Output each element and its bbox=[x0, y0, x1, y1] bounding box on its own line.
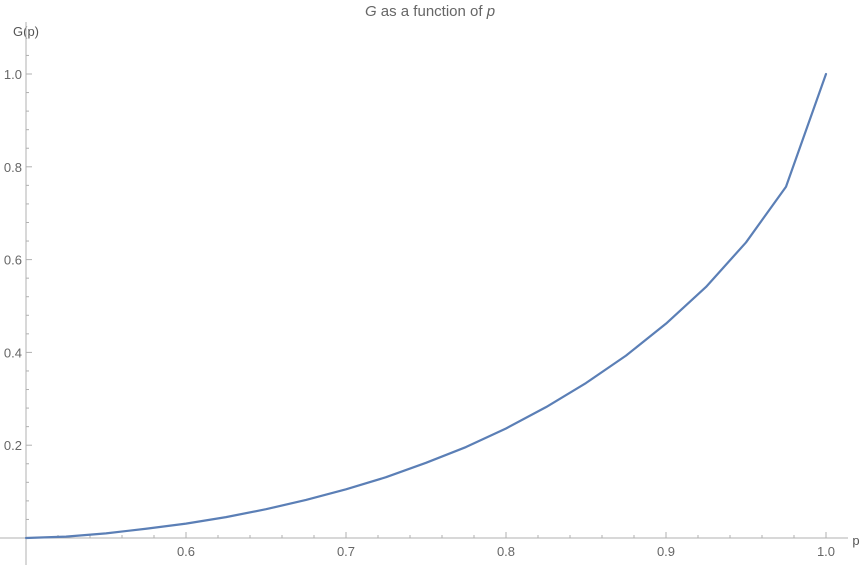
ticks: 0.6 0.7 0.8 0.9 1.0 0.2 0.4 0.6 0.8 1.0 bbox=[4, 54, 835, 559]
chart-title-part: G bbox=[365, 3, 377, 20]
chart-title-part: as a function of bbox=[377, 3, 487, 20]
chart-title-part: p bbox=[486, 3, 495, 20]
axes bbox=[0, 22, 848, 565]
series-line bbox=[24, 72, 828, 540]
y-tick-label: 0.6 bbox=[4, 253, 22, 268]
x-tick-label: 0.8 bbox=[497, 544, 515, 559]
x-tick-label: 0.7 bbox=[337, 544, 355, 559]
y-tick-label: 0.4 bbox=[4, 345, 22, 360]
y-tick-label: 0.2 bbox=[4, 438, 22, 453]
y-tick-label: 0.8 bbox=[4, 160, 22, 175]
x-tick-label: 1.0 bbox=[817, 544, 835, 559]
chart-title: G as a function of p bbox=[365, 3, 495, 20]
x-tick-label: 0.9 bbox=[657, 544, 675, 559]
y-tick-label: 1.0 bbox=[4, 67, 22, 82]
series bbox=[24, 72, 828, 540]
x-axis-label: p bbox=[852, 533, 859, 548]
x-tick-label: 0.6 bbox=[177, 544, 195, 559]
